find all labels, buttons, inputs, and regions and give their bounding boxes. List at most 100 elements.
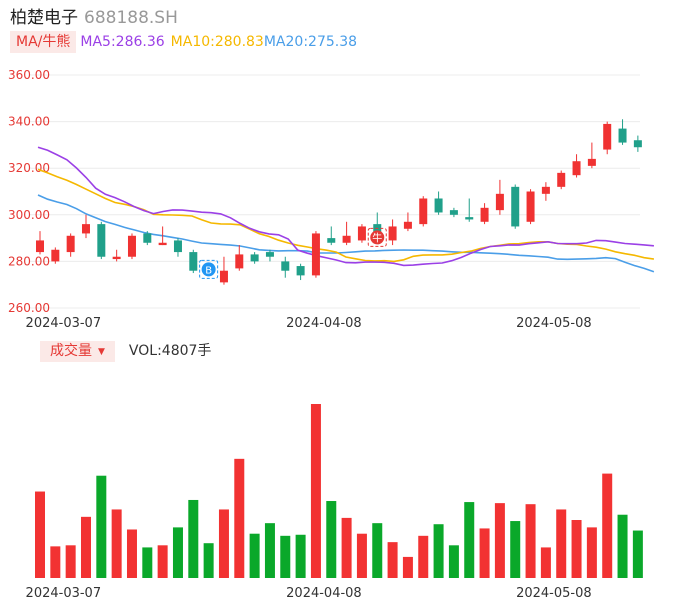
candle-body <box>143 233 152 243</box>
volume-bar <box>510 521 521 578</box>
volume-bar <box>571 520 582 578</box>
candle-body <box>465 217 474 220</box>
candle-body <box>36 240 44 253</box>
volume-date-axis: 2024-03-07 2024-04-08 2024-05-08 <box>26 586 592 601</box>
volume-bar <box>494 503 505 578</box>
candle-body <box>587 158 596 166</box>
volume-bar <box>372 523 383 578</box>
volume-toggle-label: 成交量 <box>50 343 92 359</box>
candle-body <box>342 235 351 243</box>
volume-indicator-toggle[interactable]: 成交量 ▼ <box>40 341 115 362</box>
candle-body <box>403 221 412 229</box>
candle-body <box>97 224 106 257</box>
volume-bar <box>464 502 475 578</box>
ma-toggle-button[interactable]: MA/牛熊 <box>10 31 77 53</box>
candle-body <box>603 123 612 150</box>
x-tick-label: 2024-03-07 <box>26 586 102 601</box>
candle-body <box>250 254 259 262</box>
volume-bar <box>264 523 275 578</box>
volume-bars <box>35 404 643 578</box>
volume-bar <box>218 509 229 578</box>
dropdown-triangle-icon: ▼ <box>98 347 105 357</box>
candle-body <box>158 242 167 246</box>
candle-body <box>541 186 550 194</box>
stock-code: 688188.SH <box>84 8 178 28</box>
candle-body <box>219 270 228 283</box>
volume-bar <box>586 527 597 578</box>
volume-bar <box>632 530 643 578</box>
y-tick-label: 300.00 <box>8 208 50 222</box>
candle-body <box>495 193 504 211</box>
volume-bar <box>356 533 367 578</box>
volume-bar <box>157 545 168 578</box>
candle-body <box>265 252 274 257</box>
volume-bar <box>387 542 398 578</box>
ma-legend: MA/牛熊 MA5:286.36 MA10:280.83MA20:275.38 <box>10 31 357 53</box>
volume-bar <box>280 535 291 578</box>
stock-name: 柏楚电子 <box>10 8 78 28</box>
volume-bar <box>295 534 306 578</box>
volume-bar <box>479 528 490 578</box>
candle-body <box>327 238 336 243</box>
y-tick-label: 320.00 <box>8 161 50 175</box>
candle-body <box>557 172 566 187</box>
candle-body <box>511 186 520 227</box>
price-grid <box>30 74 640 309</box>
candle-body <box>81 224 90 234</box>
volume-bar <box>234 458 245 578</box>
volume-bar <box>326 501 337 578</box>
volume-bar <box>50 546 61 578</box>
candle-body <box>572 161 581 176</box>
markers: B牛 <box>199 227 387 279</box>
badge-b-icon: B <box>199 259 219 279</box>
candle-body <box>526 191 535 222</box>
candle-body <box>173 240 182 253</box>
candle-body <box>66 235 75 253</box>
marker-label: B <box>205 265 212 276</box>
candles <box>36 119 642 285</box>
volume-bar <box>602 473 613 578</box>
candle-body <box>189 252 198 271</box>
stock-title: 柏楚电子 688188.SH <box>10 3 178 28</box>
candle-body <box>419 198 428 225</box>
candle-body <box>618 128 627 143</box>
marker-disc <box>370 230 385 245</box>
candle-body <box>480 207 489 222</box>
ma10-legend-item: MA10:280.83 <box>170 34 264 50</box>
ma20-line <box>37 194 655 273</box>
bull-icon: 牛 <box>367 227 387 247</box>
volume-bar <box>402 556 413 578</box>
candle-body <box>235 254 244 269</box>
volume-bar <box>96 475 107 578</box>
volume-bar <box>540 547 551 578</box>
volume-value: VOL:4807手 <box>128 343 212 359</box>
candle-body <box>296 266 305 276</box>
candle-body <box>112 256 121 260</box>
volume-bar <box>617 514 628 578</box>
volume-bar <box>525 504 536 578</box>
y-tick-label: 340.00 <box>8 115 50 129</box>
ma5-legend-item: MA5:286.36 <box>80 34 165 50</box>
volume-bar <box>142 547 153 578</box>
volume-bar <box>249 533 260 578</box>
candle-body <box>281 261 290 271</box>
volume-bar <box>126 529 137 578</box>
candle-body <box>633 140 642 148</box>
candle-body <box>449 210 458 215</box>
volume-bar <box>65 545 76 578</box>
candle-body <box>311 233 320 276</box>
y-tick-label: 260.00 <box>8 301 50 315</box>
volume-bar <box>341 517 352 578</box>
volume-bar <box>448 545 459 578</box>
volume-bar <box>111 509 122 578</box>
volume-bar <box>172 527 183 578</box>
candle-body <box>434 198 443 213</box>
volume-bar <box>556 509 567 578</box>
candle-body <box>51 249 60 262</box>
y-tick-label: 360.00 <box>8 68 50 82</box>
volume-bar <box>310 404 321 578</box>
volume-bar <box>35 491 45 578</box>
y-tick-label: 280.00 <box>8 254 50 268</box>
price-axis: 360.00 340.00 320.00 300.00 280.00 260.00 <box>8 68 50 315</box>
